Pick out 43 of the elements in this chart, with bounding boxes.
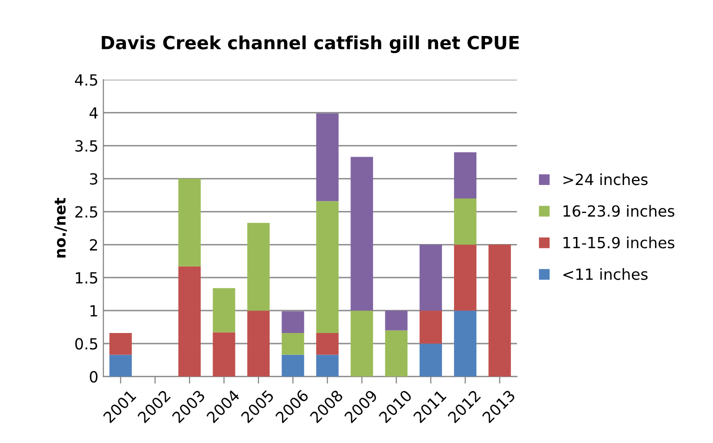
y-tick-label: 3.5	[75, 140, 98, 152]
bar	[109, 354, 132, 377]
bar	[454, 310, 476, 377]
chart-title: Davis Creek channel catfish gill net CPUE	[102, 35, 519, 54]
bar	[282, 354, 304, 377]
bar	[454, 244, 476, 311]
y-tick-label: 1	[90, 305, 98, 316]
y-axis-title: no./net	[54, 198, 67, 258]
bar	[178, 266, 201, 377]
bar	[282, 311, 304, 334]
bar	[454, 198, 476, 245]
bar	[247, 222, 270, 311]
bar	[385, 310, 408, 330]
y-tick-label: 1.5	[76, 272, 98, 284]
bar	[109, 333, 132, 355]
bar	[178, 178, 201, 266]
bar	[316, 333, 339, 355]
bar	[247, 310, 270, 377]
y-tick-label: 4	[90, 107, 98, 119]
bar	[420, 310, 442, 344]
bar	[316, 201, 339, 334]
bar	[350, 156, 374, 311]
bar	[212, 332, 236, 377]
bar	[316, 354, 339, 377]
legend-label: 16-23.9 inches	[564, 204, 674, 217]
legend-label: <11 inches	[563, 268, 648, 280]
legend-label: >24 inches	[563, 173, 648, 186]
bar	[488, 244, 511, 377]
bar	[385, 330, 408, 377]
bar	[420, 344, 442, 377]
bar	[420, 244, 442, 311]
bar	[454, 152, 476, 198]
bar	[316, 113, 339, 202]
bar	[212, 288, 236, 332]
legend-label: 11-15.9 inches	[564, 236, 674, 248]
bar	[282, 333, 304, 355]
y-tick-label: 0.5	[75, 338, 98, 350]
y-tick-label: 2	[90, 239, 97, 250]
y-tick-label: 3	[90, 173, 98, 185]
y-tick-label: 4.5	[74, 74, 98, 86]
y-tick-label: 2.5	[75, 206, 98, 218]
y-tick-label: 0	[90, 371, 98, 383]
bar	[350, 310, 374, 377]
